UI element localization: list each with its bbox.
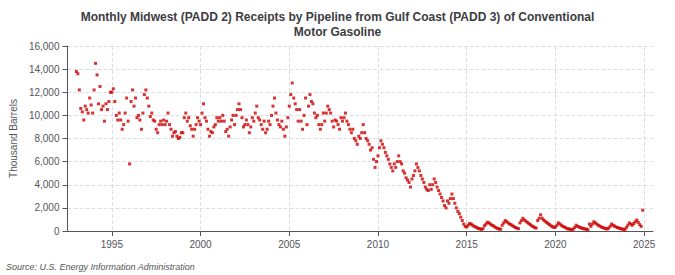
svg-text:16,000: 16,000 bbox=[29, 41, 60, 52]
svg-text:2,000: 2,000 bbox=[34, 202, 59, 213]
svg-text:12,000: 12,000 bbox=[29, 87, 60, 98]
svg-text:2005: 2005 bbox=[278, 239, 301, 250]
svg-text:2025: 2025 bbox=[633, 239, 656, 250]
svg-text:6,000: 6,000 bbox=[34, 156, 59, 167]
svg-text:Source: U.S. Energy Informatio: Source: U.S. Energy Information Administ… bbox=[6, 262, 195, 272]
svg-text:2000: 2000 bbox=[189, 239, 212, 250]
svg-text:Monthly Midwest (PADD 2) Recei: Monthly Midwest (PADD 2) Receipts by Pip… bbox=[81, 10, 595, 24]
svg-text:1995: 1995 bbox=[101, 239, 124, 250]
svg-text:14,000: 14,000 bbox=[29, 64, 60, 75]
svg-text:Thousand Barrels: Thousand Barrels bbox=[8, 99, 19, 178]
svg-text:8,000: 8,000 bbox=[34, 133, 59, 144]
svg-text:4,000: 4,000 bbox=[34, 179, 59, 190]
svg-text:10,000: 10,000 bbox=[29, 110, 60, 121]
svg-text:2020: 2020 bbox=[544, 239, 567, 250]
svg-text:2010: 2010 bbox=[367, 239, 390, 250]
svg-text:0: 0 bbox=[54, 226, 60, 237]
svg-text:Motor Gasoline: Motor Gasoline bbox=[294, 25, 382, 39]
svg-text:2015: 2015 bbox=[456, 239, 479, 250]
